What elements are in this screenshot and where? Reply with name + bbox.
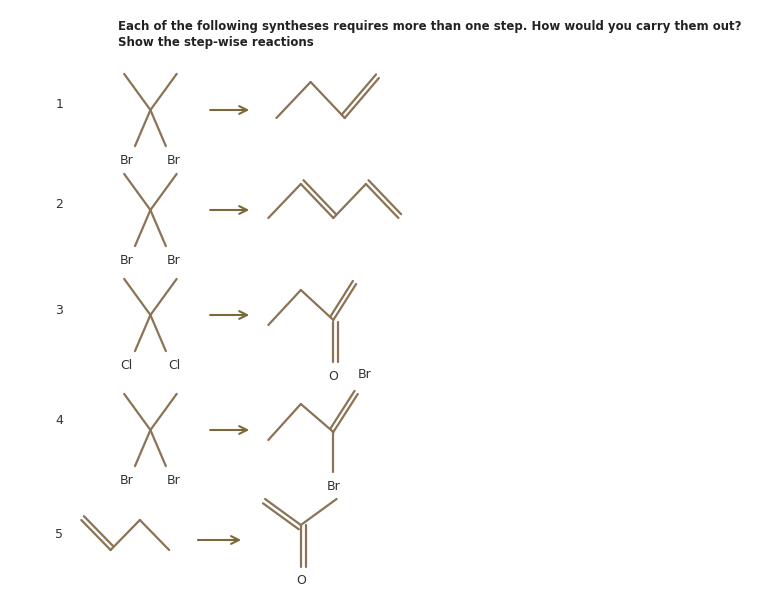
Text: Br: Br [357, 368, 371, 381]
Text: Br: Br [167, 154, 181, 167]
Text: Cl: Cl [168, 359, 180, 372]
Text: 1: 1 [55, 98, 63, 111]
Text: Each of the following syntheses requires more than one step. How would you carry: Each of the following syntheses requires… [118, 20, 741, 33]
Text: Br: Br [327, 480, 340, 493]
Text: 4: 4 [55, 413, 63, 426]
Text: Br: Br [120, 474, 134, 487]
Text: Show the step-wise reactions: Show the step-wise reactions [118, 36, 314, 49]
Text: Br: Br [120, 254, 134, 267]
Text: 2: 2 [55, 199, 63, 212]
Text: 3: 3 [55, 304, 63, 317]
Text: O: O [296, 575, 306, 588]
Text: Br: Br [120, 154, 134, 167]
Text: 5: 5 [55, 528, 63, 541]
Text: Br: Br [167, 474, 181, 487]
Text: Br: Br [167, 254, 181, 267]
Text: O: O [328, 369, 338, 382]
Text: Cl: Cl [121, 359, 133, 372]
